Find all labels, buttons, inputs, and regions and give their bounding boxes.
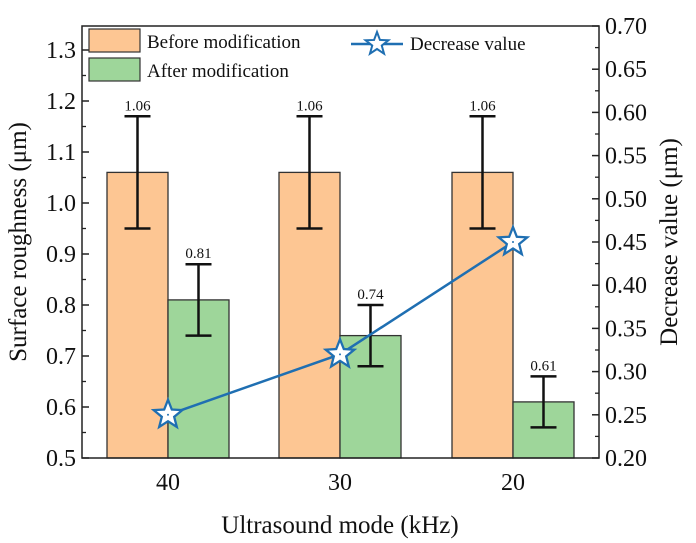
- y-tick-label: 0.8: [46, 293, 76, 319]
- data-label: 1.06: [469, 98, 496, 114]
- y2-tick-label: 0.30: [605, 360, 647, 386]
- right-axis-ticks: 0.20 0.25 0.30 0.35 0.40 0.45 0.50 0.55 0.60 0.65…: [592, 14, 647, 472]
- data-labels-layer: 1.06 1.06 1.06 0.81 0.74 0.61: [124, 98, 556, 374]
- y2-tick-label: 0.20: [605, 446, 647, 472]
- y-tick-label: 0.6: [46, 395, 76, 421]
- data-label: 0.61: [530, 358, 556, 374]
- x-tick-label: 20: [501, 470, 525, 496]
- legend-swatch-before: [88, 28, 141, 53]
- decrease-line-layer: [150, 223, 531, 430]
- x-axis-title: Ultrasound mode (kHz): [221, 512, 458, 539]
- y2-axis-title: Decrease value (μm): [656, 138, 683, 346]
- y-tick-label: 0.5: [46, 446, 76, 472]
- star-marker: [322, 336, 358, 370]
- y2-tick-label: 0.45: [605, 230, 647, 256]
- data-label: 0.74: [357, 287, 384, 303]
- legend-label-after: After modification: [147, 61, 289, 82]
- star-marker-center: [512, 241, 514, 243]
- y-tick-label: 0.9: [46, 242, 76, 268]
- error-bars-layer: [124, 115, 557, 429]
- y2-tick-label: 0.50: [605, 187, 647, 213]
- legend-swatch-after: [88, 57, 141, 82]
- y2-tick-label: 0.55: [605, 144, 647, 170]
- y2-tick-label: 0.65: [605, 57, 647, 83]
- legend-label-before: Before modification: [147, 32, 301, 53]
- star-marker-center: [167, 413, 169, 416]
- star-marker: [150, 396, 186, 430]
- legend: Before modification After modification D…: [88, 28, 526, 82]
- legend-label-decrease: Decrease value: [410, 34, 526, 55]
- y-axis-title: Surface roughness (μm): [5, 122, 32, 362]
- data-label: 1.06: [296, 98, 323, 114]
- y-tick-label: 0.7: [46, 344, 76, 370]
- y2-tick-label: 0.60: [605, 100, 647, 126]
- y-tick-label: 1.2: [46, 89, 76, 115]
- star-marker-center: [339, 353, 341, 356]
- y2-tick-label: 0.40: [605, 273, 647, 299]
- y-tick-label: 1.3: [46, 38, 76, 64]
- legend-star-icon: [362, 29, 392, 57]
- data-label: 0.81: [185, 246, 211, 262]
- y2-tick-label: 0.25: [605, 403, 647, 429]
- data-label: 1.06: [124, 98, 151, 114]
- star-marker: [495, 223, 531, 257]
- x-tick-label: 30: [328, 470, 352, 496]
- y-tick-label: 1.1: [46, 140, 76, 166]
- y2-tick-label: 0.35: [605, 316, 647, 342]
- x-tick-label: 40: [156, 470, 180, 496]
- left-axis-ticks: 0.5 0.6 0.7 0.8 0.9 1.0 1.1 1.2 1.3: [46, 38, 89, 472]
- x-axis-ticks: 40 30 20: [156, 470, 525, 496]
- y2-tick-label: 0.70: [605, 14, 647, 40]
- y-tick-label: 1.0: [46, 191, 76, 217]
